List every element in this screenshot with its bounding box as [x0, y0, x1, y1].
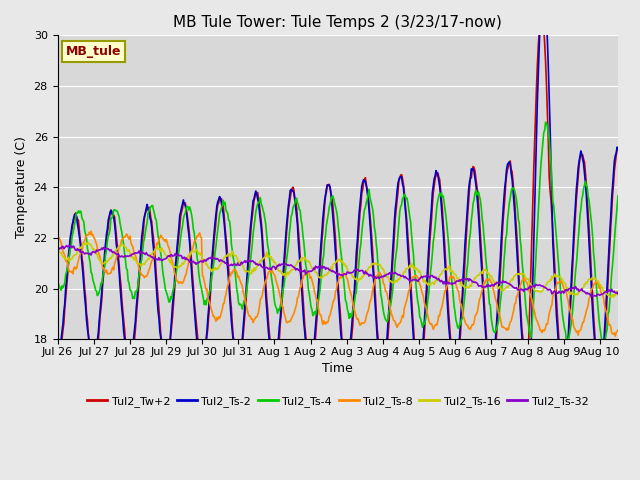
Tul2_Ts-32 [614, 291, 622, 297]
Tul2_Ts-4 [614, 193, 622, 199]
Y-axis label: Temperature (C): Temperature (C) [15, 136, 28, 238]
X-axis label: Time: Time [323, 362, 353, 375]
Line: Tul2_Ts-2: Tul2_Ts-2 [58, 0, 618, 378]
Tul2_Ts-4 [54, 276, 61, 282]
Tul2_Ts-32 [602, 289, 609, 295]
Tul2_Ts-2 [458, 304, 465, 310]
Tul2_Ts-32 [54, 245, 61, 251]
Tul2_Ts-4 [489, 327, 497, 333]
Tul2_Ts-16 [54, 244, 61, 250]
Tul2_Ts-4 [261, 216, 269, 222]
Tul2_Ts-2 [261, 276, 269, 281]
Tul2_Ts-32 [262, 264, 269, 270]
Tul2_Ts-2 [489, 365, 497, 371]
Tul2_Ts-4 [525, 321, 532, 327]
Tul2_Ts-32 [593, 293, 600, 299]
Line: Tul2_Tw+2: Tul2_Tw+2 [58, 15, 618, 377]
Tul2_Ts-8 [134, 261, 142, 267]
Tul2_Tw+2 [261, 266, 269, 272]
Tul2_Ts-2 [133, 295, 141, 300]
Title: MB Tule Tower: Tule Temps 2 (3/23/17-now): MB Tule Tower: Tule Temps 2 (3/23/17-now… [173, 15, 502, 30]
Tul2_Ts-4 [133, 288, 141, 293]
Tul2_Ts-16 [458, 283, 466, 288]
Tul2_Ts-4 [458, 317, 465, 323]
Tul2_Ts-4 [541, 120, 549, 125]
Tul2_Ts-4 [600, 339, 607, 345]
Tul2_Tw+2 [133, 302, 141, 308]
Tul2_Ts-32 [134, 250, 142, 256]
Tul2_Tw+2 [596, 374, 604, 380]
Tul2_Ts-2 [614, 146, 622, 152]
Tul2_Ts-8 [600, 302, 608, 308]
Tul2_Ts-2 [54, 356, 61, 362]
Tul2_Ts-16 [525, 279, 533, 285]
Tul2_Ts-16 [614, 289, 622, 295]
Legend: Tul2_Tw+2, Tul2_Ts-2, Tul2_Ts-4, Tul2_Ts-8, Tul2_Ts-16, Tul2_Ts-32: Tul2_Tw+2, Tul2_Ts-2, Tul2_Ts-4, Tul2_Ts… [83, 392, 593, 412]
Tul2_Ts-16 [262, 253, 269, 259]
Tul2_Ts-8 [87, 228, 95, 234]
Tul2_Ts-4 [602, 336, 609, 342]
Tul2_Ts-8 [54, 230, 61, 236]
Tul2_Ts-16 [490, 278, 498, 284]
Tul2_Tw+2 [537, 12, 545, 18]
Tul2_Ts-32 [525, 285, 533, 291]
Tul2_Ts-2 [602, 316, 609, 322]
Tul2_Ts-2 [525, 366, 532, 372]
Tul2_Tw+2 [54, 354, 61, 360]
Tul2_Ts-16 [608, 294, 616, 300]
Line: Tul2_Ts-32: Tul2_Ts-32 [58, 245, 618, 296]
Tul2_Tw+2 [614, 146, 622, 152]
Tul2_Ts-16 [134, 261, 142, 266]
Text: MB_tule: MB_tule [66, 45, 122, 58]
Tul2_Tw+2 [458, 316, 465, 322]
Tul2_Ts-16 [84, 240, 92, 246]
Tul2_Ts-8 [490, 288, 498, 294]
Tul2_Tw+2 [602, 329, 609, 335]
Tul2_Ts-8 [611, 333, 619, 339]
Line: Tul2_Ts-8: Tul2_Ts-8 [58, 231, 618, 336]
Line: Tul2_Ts-4: Tul2_Ts-4 [58, 122, 618, 342]
Tul2_Ts-16 [600, 288, 608, 294]
Tul2_Ts-32 [458, 276, 466, 282]
Tul2_Ts-8 [262, 278, 269, 284]
Tul2_Ts-2 [595, 375, 603, 381]
Tul2_Ts-8 [458, 307, 466, 312]
Tul2_Ts-32 [65, 242, 73, 248]
Tul2_Ts-8 [525, 288, 533, 294]
Tul2_Tw+2 [525, 352, 532, 358]
Tul2_Ts-32 [490, 283, 498, 289]
Tul2_Ts-8 [614, 327, 622, 333]
Line: Tul2_Ts-16: Tul2_Ts-16 [58, 243, 618, 297]
Tul2_Tw+2 [489, 365, 497, 371]
